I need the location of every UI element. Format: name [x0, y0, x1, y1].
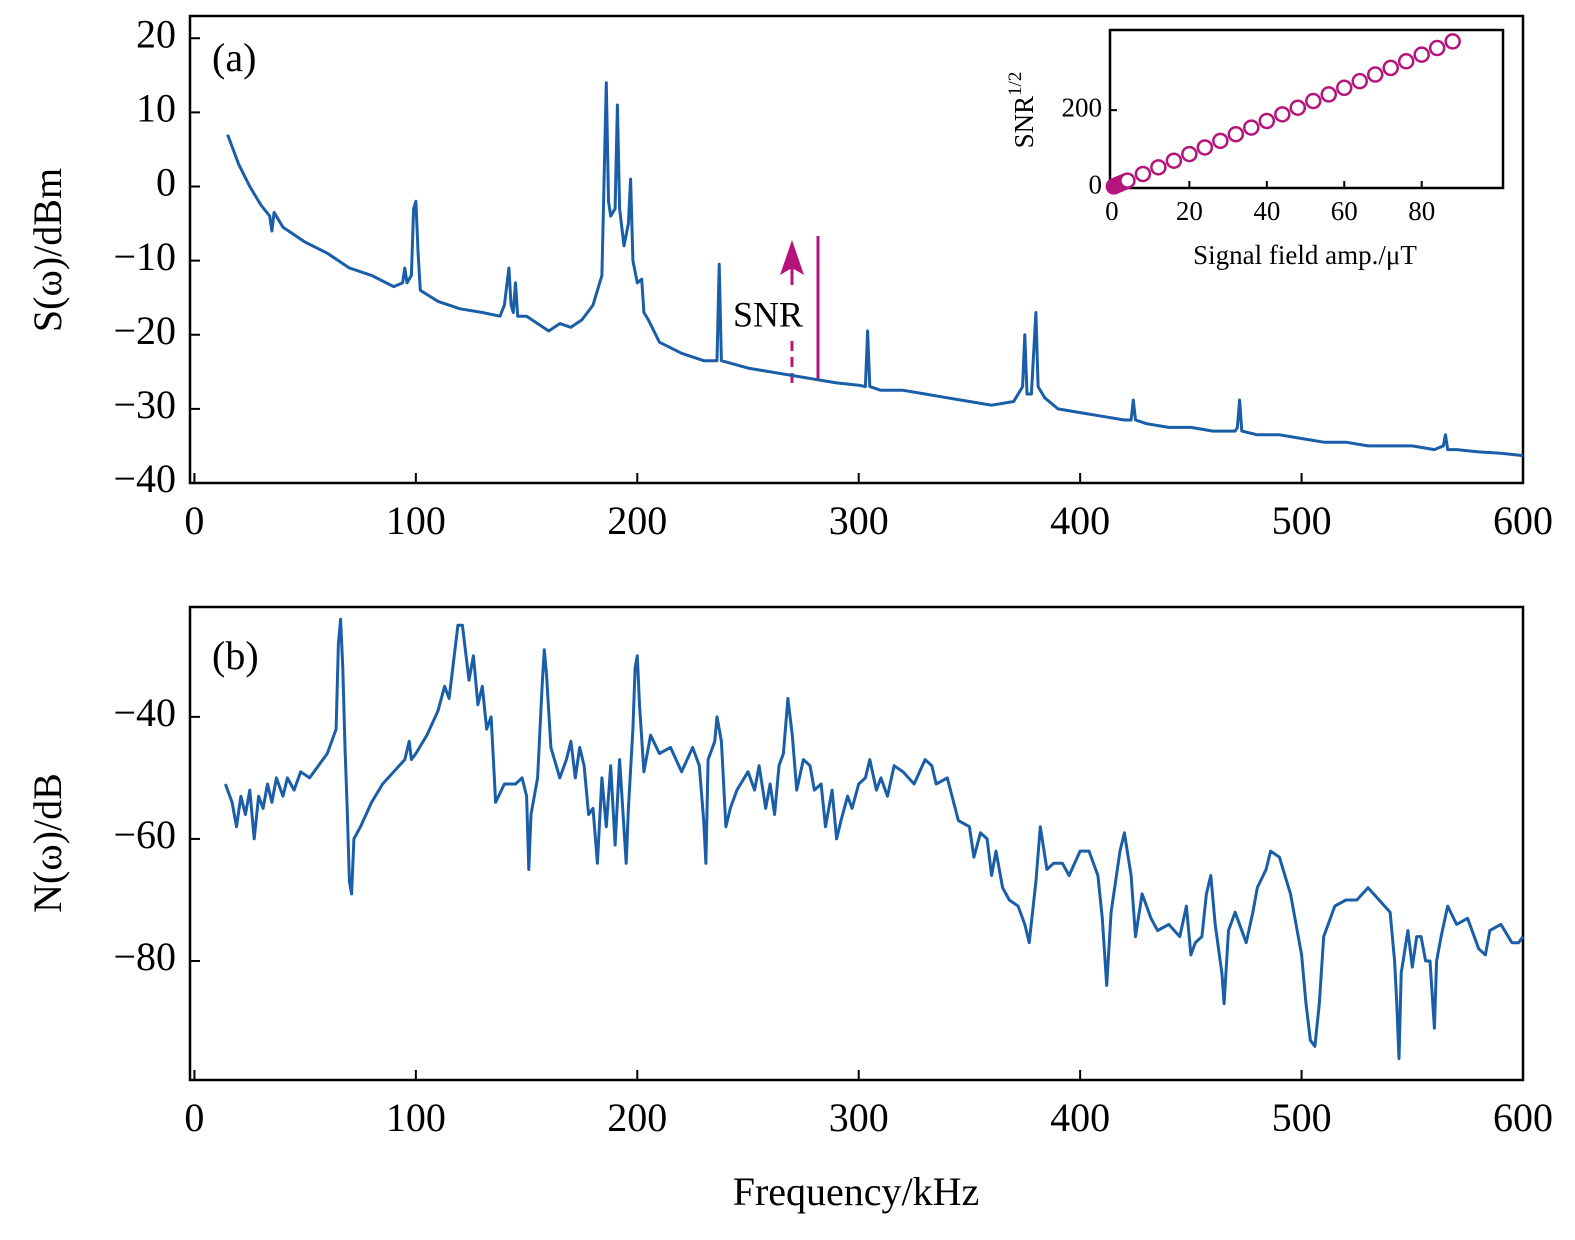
- y-tick-label: −20: [113, 308, 176, 353]
- plot-frame: [188, 605, 1525, 1082]
- panel-label: (a): [212, 35, 256, 80]
- x-tick-label: 40: [1253, 196, 1280, 226]
- y-tick-label: 10: [136, 86, 176, 131]
- x-tick-label: 0: [184, 498, 204, 543]
- data-point: [1382, 59, 1399, 77]
- annotation: SNR: [733, 294, 803, 334]
- data-point: [1413, 46, 1430, 63]
- y-tick-label: −60: [113, 812, 176, 857]
- data-point: [1274, 106, 1291, 123]
- x-tick-label: 400: [1050, 1095, 1110, 1140]
- x-tick-label: 100: [386, 498, 446, 543]
- y-tick-label: −30: [113, 382, 176, 427]
- data-point: [1444, 33, 1461, 50]
- x-tick-label: 300: [829, 498, 889, 543]
- data-point: [1366, 66, 1384, 83]
- x-tick-label: 20: [1176, 196, 1203, 226]
- y-tick-label: 20: [136, 11, 176, 56]
- data-point: [1289, 99, 1307, 116]
- y-tick-label: 0: [156, 160, 176, 205]
- plot-frame: [188, 14, 1525, 485]
- data-line: [226, 81, 1524, 458]
- x-tick-label: 200: [607, 498, 667, 543]
- x-tick-label: 0: [1105, 196, 1119, 226]
- y-tick-label: −80: [113, 934, 176, 979]
- data-point: [1165, 152, 1183, 169]
- inset-y-label: SNR1/2: [1005, 72, 1039, 149]
- y-tick-label: 0: [1089, 169, 1103, 199]
- x-tick-label: 60: [1331, 196, 1358, 226]
- x-tick-label: 300: [829, 1095, 889, 1140]
- data-point: [1134, 165, 1152, 183]
- x-tick-label: 400: [1050, 498, 1110, 543]
- x-tick-label: 500: [1272, 498, 1332, 543]
- data-point: [1397, 53, 1415, 70]
- x-tick-label: 600: [1493, 1095, 1553, 1140]
- data-point: [1196, 139, 1214, 156]
- data-point: [1119, 172, 1136, 189]
- data-point: [1212, 132, 1229, 150]
- inset-y-label-base: SNR: [1009, 96, 1039, 149]
- panel-label: (b): [212, 633, 259, 678]
- inset-x-label: Signal field amp./μT: [1193, 240, 1417, 270]
- data-point: [1181, 145, 1198, 163]
- data-point: [1336, 79, 1353, 97]
- y-axis-label: S(ω)/dBm: [25, 168, 70, 332]
- x-tick-label: 200: [607, 1095, 667, 1140]
- x-tick-label: 0: [184, 1095, 204, 1140]
- y-tick-label: −10: [113, 234, 176, 279]
- data-point: [1258, 112, 1276, 130]
- y-axis-label: N(ω)/dB: [25, 773, 70, 913]
- data-point: [1351, 72, 1368, 90]
- x-tick-label: 600: [1493, 498, 1553, 543]
- x-tick-label: 100: [386, 1095, 446, 1140]
- x-tick-label: 80: [1408, 196, 1435, 226]
- x-axis-label: Frequency/kHz: [733, 1169, 980, 1214]
- x-tick-label: 500: [1272, 1095, 1332, 1140]
- data-point: [1243, 119, 1260, 136]
- y-tick-label: 200: [1062, 92, 1103, 122]
- data-point: [1227, 125, 1245, 143]
- data-line: [223, 617, 1525, 1061]
- data-point: [1150, 159, 1167, 176]
- plot-frame: [1108, 28, 1505, 190]
- y-tick-label: −40: [113, 456, 176, 501]
- snr-arrow-head: [780, 240, 804, 275]
- inset-y-label-sup: 1/2: [1005, 72, 1026, 96]
- y-tick-label: −40: [113, 690, 176, 735]
- data-point: [1428, 39, 1446, 57]
- data-point: [1320, 86, 1338, 103]
- data-point: [1305, 92, 1322, 110]
